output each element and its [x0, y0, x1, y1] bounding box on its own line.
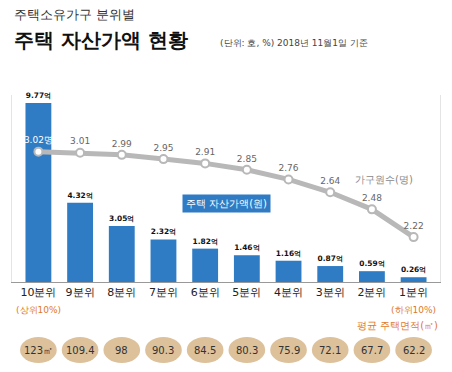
svg-text:2.85: 2.85 [237, 154, 257, 164]
svg-text:98: 98 [115, 345, 128, 356]
svg-text:2.48: 2.48 [362, 193, 382, 203]
svg-text:2.95: 2.95 [153, 143, 173, 153]
svg-text:0.59억: 0.59억 [359, 259, 384, 268]
svg-text:2분위: 2분위 [357, 286, 386, 299]
svg-text:9분위: 9분위 [66, 286, 95, 299]
svg-text:2.76: 2.76 [279, 163, 299, 173]
svg-text:10분위: 10분위 [20, 286, 56, 299]
svg-text:84.5: 84.5 [194, 345, 216, 356]
svg-text:(단위: 호, %) 2018년 11월1일 기준: (단위: 호, %) 2018년 11월1일 기준 [220, 38, 368, 48]
svg-text:9.77억: 9.77억 [26, 91, 51, 100]
svg-text:6분위: 6분위 [191, 286, 220, 299]
svg-text:3.02명: 3.02명 [24, 135, 53, 145]
svg-text:7분위: 7분위 [149, 286, 178, 299]
svg-text:가구원수(명): 가구원수(명) [355, 174, 413, 185]
svg-text:0.26억: 0.26억 [401, 265, 426, 274]
svg-text:3분위: 3분위 [316, 286, 345, 299]
svg-text:62.2: 62.2 [403, 345, 425, 356]
svg-text:72.1: 72.1 [319, 345, 341, 356]
svg-text:67.7: 67.7 [361, 345, 383, 356]
svg-text:109.4: 109.4 [66, 345, 95, 356]
svg-text:2.64: 2.64 [320, 176, 340, 186]
svg-text:90.3: 90.3 [152, 345, 174, 356]
svg-text:2.32억: 2.32억 [151, 227, 176, 236]
svg-text:5분위: 5분위 [232, 286, 261, 299]
svg-text:3.05억: 3.05억 [109, 214, 134, 223]
svg-text:주택소유가구 분위별: 주택소유가구 분위별 [14, 7, 135, 22]
svg-text:1.16억: 1.16억 [276, 249, 301, 258]
svg-text:0.87억: 0.87억 [318, 254, 343, 263]
svg-text:4분위: 4분위 [274, 286, 303, 299]
svg-text:1.46억: 1.46억 [234, 243, 259, 252]
svg-text:2.91: 2.91 [195, 147, 215, 157]
svg-text:평균 주택면적(㎡): 평균 주택면적(㎡) [357, 320, 438, 331]
svg-text:2.22: 2.22 [404, 221, 424, 231]
svg-text:주택 자산가액(원): 주택 자산가액(원) [186, 198, 267, 209]
svg-text:(하위10%): (하위10%) [391, 305, 436, 315]
svg-text:4.32억: 4.32억 [67, 191, 92, 200]
svg-text:3.01: 3.01 [70, 136, 90, 146]
svg-text:8분위: 8분위 [107, 286, 136, 299]
svg-text:80.3: 80.3 [236, 345, 258, 356]
svg-text:1.82억: 1.82억 [192, 237, 217, 246]
svg-text:123㎡: 123㎡ [24, 345, 53, 356]
svg-text:1분위: 1분위 [399, 286, 428, 299]
svg-text:2.99: 2.99 [112, 139, 132, 149]
svg-text:(상위10%): (상위10%) [16, 305, 61, 315]
svg-text:75.9: 75.9 [278, 345, 300, 356]
svg-text:주택 자산가액 현황: 주택 자산가액 현황 [14, 28, 188, 52]
